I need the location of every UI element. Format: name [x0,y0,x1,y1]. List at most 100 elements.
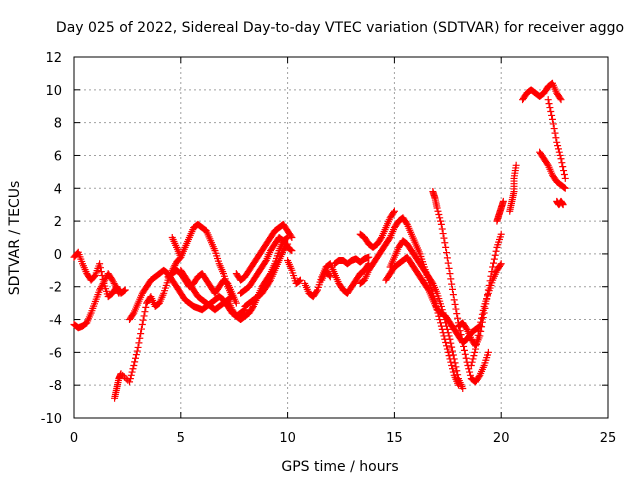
data-point [479,306,487,314]
data-point [466,371,474,379]
series-s28 [553,197,567,209]
data-point [470,352,478,360]
data-point [128,368,136,376]
data-point [445,332,453,340]
data-point [313,287,321,295]
data-point [443,249,451,257]
data-point [115,289,123,297]
data-point [140,312,148,320]
data-point [424,285,432,293]
data-point [99,279,107,287]
data-point [120,287,128,295]
y-tick-label: 0 [54,248,62,263]
data-point [111,281,119,289]
data-point [108,276,116,284]
data-point [477,327,485,335]
data-point [448,347,456,355]
data-point [100,278,108,286]
data-point [548,115,556,123]
plot-frame [73,56,609,419]
series-s24 [506,161,520,215]
data-point [132,351,140,359]
data-point [479,314,487,322]
data-point [434,207,442,215]
data-point [454,371,462,379]
x-tick-label: 20 [493,431,510,446]
data-point [439,230,447,238]
series-s25 [519,79,565,104]
data-point [98,281,106,289]
data-point [108,275,116,283]
data-point [132,354,140,362]
data-point [468,358,476,366]
x-tick-label: 25 [600,431,617,446]
data-point [444,329,452,337]
grid-lines [74,57,608,418]
data-point [288,234,296,241]
data-point [287,246,295,254]
data-point [499,197,507,205]
data-point [461,350,469,358]
data-point [474,331,482,339]
data-point [559,201,567,209]
y-tick-label: -8 [49,379,62,394]
x-tick-label: 10 [279,431,296,446]
data-point [490,259,498,267]
data-point [97,268,105,276]
data-point [459,384,467,392]
series-s27 [544,96,569,182]
data-point [435,211,443,219]
data-point [428,278,436,286]
data-point [496,261,504,269]
data-point [477,318,485,326]
data-point [138,320,146,328]
data-point [129,310,137,318]
data-point [453,367,461,375]
series-s9 [232,220,296,284]
data-point [121,286,129,294]
data-point [127,371,135,379]
data-point [560,183,568,191]
plot-border [73,56,609,419]
data-point [402,219,410,227]
data-point [559,163,567,171]
data-point [561,174,569,182]
data-point [91,272,99,280]
data-point [325,272,333,280]
data-point [557,96,565,104]
data-point [451,359,459,367]
data-point [126,375,134,383]
data-point [249,304,257,312]
data-point [283,241,291,249]
data-point [102,275,110,283]
data-point [326,273,334,281]
data-point [462,354,470,362]
data-point [120,373,128,381]
data-point [452,363,460,371]
data-point [443,342,451,350]
data-point [560,184,568,192]
data-point [489,263,497,271]
x-axis-label: GPS time / hours [281,459,398,475]
data-point [109,278,117,286]
series-s26 [536,148,569,192]
data-point [286,245,294,253]
data-point [96,284,104,292]
data-point [449,368,457,376]
data-point [549,120,557,128]
data-point [447,339,455,347]
data-point [451,300,459,308]
x-tick-label: 0 [70,431,78,446]
data-point [126,378,134,386]
data-point [490,255,498,263]
data-point [547,107,555,115]
data-point [239,307,247,315]
series-s2 [70,270,123,332]
data-point [560,170,568,178]
data-point [442,339,450,347]
data-point [459,339,467,347]
data-point [471,348,479,356]
data-point [133,347,141,355]
data-point [453,310,461,318]
